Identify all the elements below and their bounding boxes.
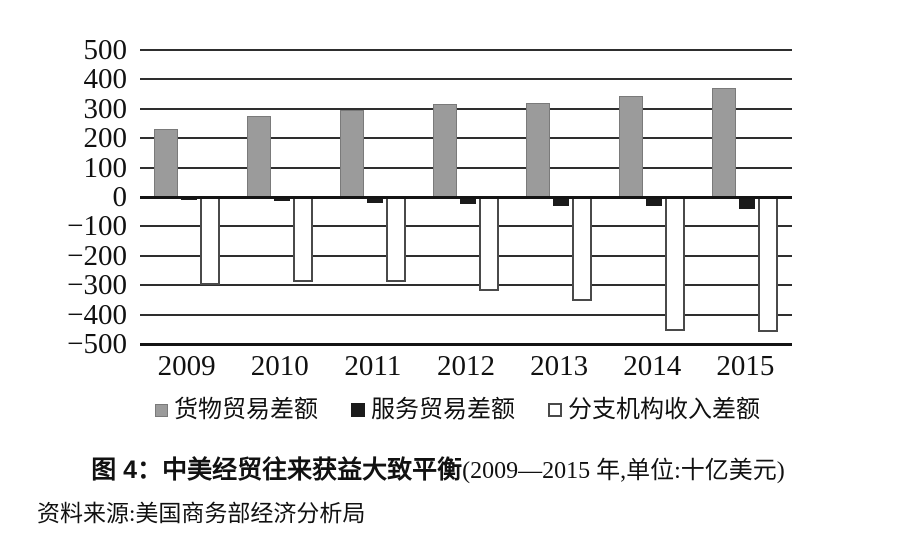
y-tick-400: 400 bbox=[83, 63, 128, 96]
bar-goods-trade-balance-2011 bbox=[339, 110, 364, 197]
x-label-2011: 2011 bbox=[344, 350, 402, 382]
gridline-0 bbox=[140, 195, 792, 199]
x-label-2013: 2013 bbox=[530, 350, 589, 382]
gridline--200 bbox=[140, 254, 792, 257]
y-tick-300: 300 bbox=[83, 92, 128, 125]
figure-caption: 图 4：中美经贸往来获益大致平衡(2009—2015 年,单位:十亿美元) bbox=[0, 450, 876, 486]
legend-swatch-affiliate-income-balance bbox=[548, 403, 562, 417]
figure-title: 中美经贸往来获益大致平衡 bbox=[162, 456, 463, 484]
x-label-2009: 2009 bbox=[157, 350, 216, 382]
figure-number: 图 4： bbox=[91, 456, 163, 484]
legend-label-goods-trade-balance: 货物贸易差额 bbox=[174, 397, 318, 423]
bar-goods-trade-balance-2012 bbox=[433, 104, 457, 197]
gridline-300 bbox=[140, 107, 792, 110]
y-tick--300: −300 bbox=[67, 269, 127, 302]
gridline--300 bbox=[140, 284, 792, 287]
gridline-500 bbox=[140, 49, 792, 51]
x-label-2012: 2012 bbox=[437, 350, 495, 382]
y-tick-500: 500 bbox=[83, 34, 128, 66]
legend-label-affiliate-income-balance: 分支机构收入差额 bbox=[568, 397, 760, 423]
x-label-2015: 2015 bbox=[716, 350, 775, 382]
bar-services-trade-balance-2015 bbox=[739, 197, 756, 209]
legend-label-services-trade-balance: 服务贸易差额 bbox=[371, 397, 515, 423]
legend: 货物贸易差额 服务贸易差额 分支机构收入差额 bbox=[155, 394, 760, 426]
gridline-200 bbox=[140, 137, 792, 140]
x-label-2014: 2014 bbox=[623, 350, 682, 382]
legend-swatch-services-trade-balance bbox=[351, 403, 365, 417]
figure-subtitle: (2009—2015 年,单位:十亿美元) bbox=[462, 458, 785, 484]
gridline--100 bbox=[140, 225, 792, 228]
legend-item-services-trade-balance: 服务贸易差额 bbox=[351, 395, 515, 425]
gridline-400 bbox=[140, 78, 792, 81]
bar-goods-trade-balance-2009 bbox=[153, 129, 178, 197]
y-tick--200: −200 bbox=[67, 239, 127, 272]
bar-services-trade-balance-2014 bbox=[646, 197, 663, 206]
bar-services-trade-balance-2010 bbox=[273, 197, 290, 202]
bar-services-trade-balance-2012 bbox=[460, 197, 476, 205]
x-label-2010: 2010 bbox=[250, 350, 309, 382]
bar-goods-trade-balance-2015 bbox=[712, 88, 737, 197]
bar-affiliate-income-balance-2010 bbox=[292, 197, 313, 283]
y-tick--500: −500 bbox=[67, 328, 127, 360]
legend-item-goods-trade-balance: 货物贸易差额 bbox=[155, 395, 318, 425]
bar-goods-trade-balance-2010 bbox=[246, 116, 271, 198]
y-tick--100: −100 bbox=[67, 210, 127, 243]
gridline-100 bbox=[140, 166, 792, 169]
y-tick-200: 200 bbox=[83, 122, 128, 155]
source-note: 资料来源:美国商务部经济分析局 bbox=[37, 501, 366, 526]
legend-item-affiliate-income-balance: 分支机构收入差额 bbox=[548, 395, 760, 425]
bar-affiliate-income-balance-2009 bbox=[199, 197, 220, 286]
bar-goods-trade-balance-2013 bbox=[526, 102, 551, 197]
y-tick--400: −400 bbox=[67, 298, 127, 331]
bar-affiliate-income-balance-2012 bbox=[479, 197, 499, 292]
bar-affiliate-income-balance-2014 bbox=[665, 197, 686, 331]
legend-swatch-goods-trade-balance bbox=[155, 403, 168, 417]
bar-services-trade-balance-2011 bbox=[366, 197, 383, 203]
gridline--500 bbox=[140, 342, 792, 346]
bar-affiliate-income-balance-2015 bbox=[758, 197, 779, 333]
y-tick-0: 0 bbox=[112, 181, 128, 213]
bar-affiliate-income-balance-2013 bbox=[572, 197, 593, 302]
bar-services-trade-balance-2013 bbox=[553, 197, 570, 206]
y-tick-100: 100 bbox=[83, 151, 128, 184]
bar-goods-trade-balance-2014 bbox=[619, 95, 644, 197]
bar-affiliate-income-balance-2011 bbox=[385, 197, 406, 283]
gridline--400 bbox=[140, 313, 792, 316]
